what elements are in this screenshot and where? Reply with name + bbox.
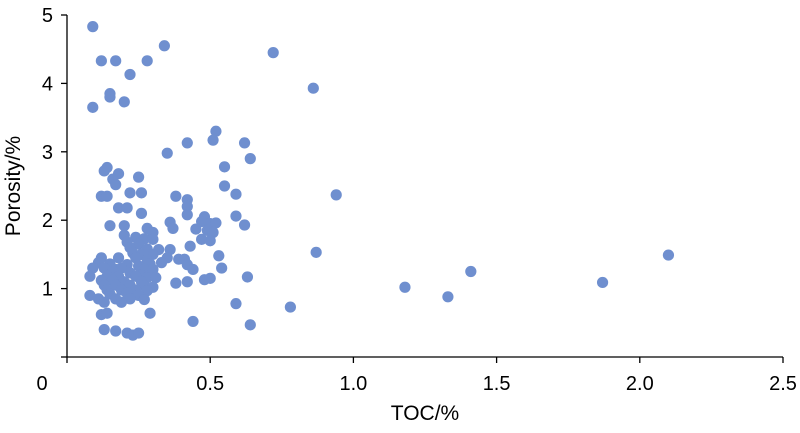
data-point xyxy=(150,272,162,284)
x-tick-label: 1.0 xyxy=(339,373,367,395)
data-point xyxy=(124,293,136,305)
x-tick-label: 0.5 xyxy=(196,373,224,395)
data-point xyxy=(155,257,168,269)
data-point xyxy=(216,262,228,274)
data-point xyxy=(110,179,122,191)
data-point xyxy=(98,324,110,336)
data-points xyxy=(84,21,675,341)
data-point xyxy=(181,276,193,288)
data-point xyxy=(207,134,219,146)
data-point xyxy=(213,250,225,262)
data-point xyxy=(210,125,222,137)
data-point xyxy=(170,190,182,202)
data-point xyxy=(84,289,96,302)
data-point xyxy=(141,55,153,67)
data-point xyxy=(133,171,145,183)
data-point xyxy=(230,188,242,200)
data-point xyxy=(284,301,296,313)
data-point xyxy=(121,202,133,214)
data-point xyxy=(144,307,156,319)
data-point xyxy=(238,137,251,149)
data-point xyxy=(110,55,122,67)
data-point xyxy=(161,147,173,159)
x-tick-label: 1.5 xyxy=(483,373,511,395)
data-point xyxy=(112,202,125,214)
data-point xyxy=(244,153,256,165)
data-point xyxy=(112,252,125,264)
data-point xyxy=(238,219,251,231)
data-point xyxy=(95,55,107,67)
data-point xyxy=(135,207,148,219)
data-point xyxy=(84,270,96,282)
data-point xyxy=(241,271,254,283)
data-point xyxy=(187,315,199,328)
data-point xyxy=(141,285,153,297)
data-point xyxy=(596,276,609,289)
data-point xyxy=(167,222,179,235)
data-point xyxy=(181,200,193,213)
data-point xyxy=(330,189,342,201)
x-axis-ticks: 0 0.5 1.0 1.5 2.0 2.5 xyxy=(36,357,797,395)
y-tick-label: 3 xyxy=(42,142,53,164)
data-point xyxy=(190,223,202,235)
data-point xyxy=(118,96,130,108)
data-point xyxy=(399,281,411,293)
x-tick-label: 2.0 xyxy=(626,373,654,395)
data-point xyxy=(244,319,256,331)
data-point xyxy=(465,265,477,278)
data-point xyxy=(87,101,99,113)
data-point xyxy=(204,235,216,247)
data-point xyxy=(170,277,182,289)
y-tick-label: 2 xyxy=(42,210,53,232)
data-point xyxy=(267,47,279,59)
data-point xyxy=(133,238,145,250)
data-point xyxy=(310,246,322,258)
data-point xyxy=(135,187,148,199)
y-axis-ticks: 1 2 3 4 5 xyxy=(42,5,67,358)
data-point xyxy=(101,307,113,319)
data-point xyxy=(138,293,150,306)
data-point xyxy=(442,291,454,303)
y-tick-label: 4 xyxy=(42,73,53,95)
data-point xyxy=(124,68,136,81)
data-point xyxy=(147,233,159,245)
x-axis-title: TOC/% xyxy=(391,402,459,425)
data-point xyxy=(218,180,231,192)
data-point xyxy=(98,165,110,177)
data-point xyxy=(101,190,113,202)
data-point xyxy=(124,187,136,199)
data-point xyxy=(181,209,193,221)
data-point xyxy=(110,325,122,337)
x-tick-label: 2.5 xyxy=(769,373,797,395)
data-point xyxy=(104,91,116,103)
data-point xyxy=(210,217,222,229)
data-point xyxy=(662,249,675,261)
y-tick-label: 1 xyxy=(42,279,53,301)
x-tick-label: 0 xyxy=(36,373,47,395)
data-point xyxy=(98,296,110,308)
data-point xyxy=(218,161,231,173)
data-point xyxy=(184,240,196,252)
data-point xyxy=(115,296,128,308)
data-point xyxy=(158,40,170,52)
y-axis-title: Porosity/% xyxy=(2,136,25,236)
data-point xyxy=(230,210,242,222)
data-point xyxy=(104,220,116,232)
data-point xyxy=(133,327,145,339)
data-point xyxy=(187,263,199,276)
data-point xyxy=(181,137,193,149)
data-point xyxy=(204,272,216,284)
data-point xyxy=(307,82,319,94)
data-point xyxy=(118,220,130,232)
data-point xyxy=(230,298,242,310)
data-point xyxy=(87,21,99,33)
y-tick-label: 5 xyxy=(42,5,53,27)
data-point xyxy=(196,233,208,245)
